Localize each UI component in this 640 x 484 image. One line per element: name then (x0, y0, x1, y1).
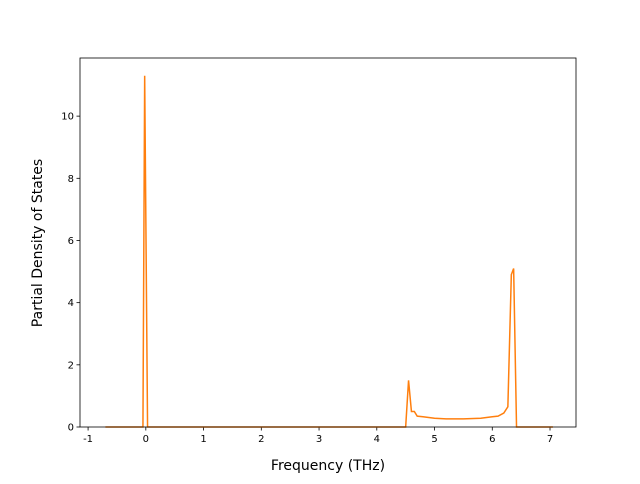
x-tick-label: -1 (83, 434, 93, 445)
x-axis-label: Frequency (THz) (271, 458, 385, 474)
x-tick-label: 4 (374, 434, 380, 445)
plot-frame (79, 57, 577, 428)
y-tick-label: 6 (68, 236, 74, 247)
x-tick-label: 3 (316, 434, 322, 445)
x-tick-label: 6 (489, 434, 495, 445)
x-tick-label: 5 (431, 434, 437, 445)
y-tick-label: 4 (68, 298, 74, 309)
x-tick-label: 1 (200, 434, 206, 445)
data-line (105, 75, 553, 428)
x-tick-label: 2 (258, 434, 264, 445)
y-tick-label: 0 (68, 423, 74, 434)
y-tick-label: 8 (68, 174, 74, 185)
y-tick-label: 10 (61, 112, 74, 123)
x-tick-label: 0 (143, 434, 149, 445)
y-tick-label: 2 (68, 360, 74, 371)
y-axis-label: Partial Density of States (30, 159, 46, 327)
x-tick-label: 7 (547, 434, 553, 445)
